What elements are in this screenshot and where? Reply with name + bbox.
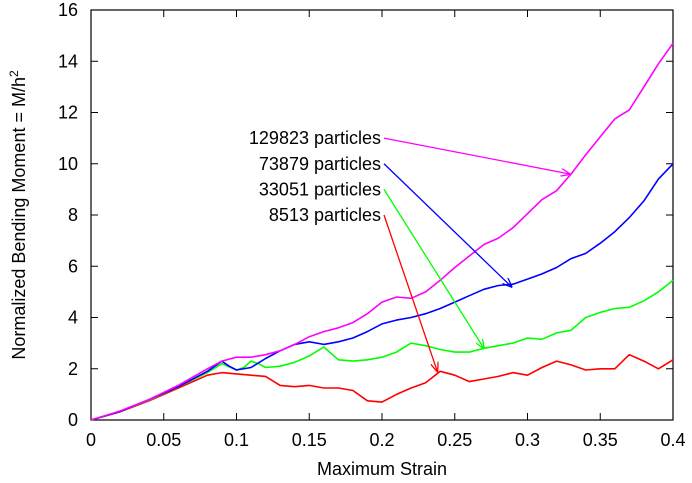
annotation-arrow — [383, 163, 511, 287]
x-tick-label: 0.25 — [437, 430, 472, 450]
y-tick-label: 4 — [68, 308, 78, 328]
x-tick-label: 0.3 — [515, 430, 540, 450]
x-tick-label: 0.35 — [583, 430, 618, 450]
y-tick-label: 14 — [58, 51, 78, 71]
y-tick-label: 2 — [68, 359, 78, 379]
annotation-arrow — [383, 214, 437, 371]
series-annotation-label: 8513 particles — [269, 205, 381, 225]
y-tick-label: 12 — [58, 103, 78, 123]
series-line-73879-particles — [90, 163, 674, 421]
x-tick-label: 0.1 — [224, 430, 249, 450]
y-tick-label: 8 — [68, 205, 78, 225]
x-tick-label: 0.15 — [292, 430, 327, 450]
x-tick-label: 0.4 — [660, 430, 685, 450]
series-annotation-label: 129823 particles — [249, 128, 381, 148]
y-axis-title: Normalized Bending Moment = M/h2 — [7, 70, 29, 360]
annotation-arrow — [383, 137, 570, 174]
plot-frame — [90, 9, 674, 421]
x-axis-title: Maximum Strain — [317, 459, 447, 479]
data-series — [90, 42, 674, 421]
y-axis-title-superscript: 2 — [7, 70, 21, 77]
axis-ticks: 0 0.05 0.1 0.15 0.2 0.25 0.3 0.35 0.4 0 2 4 6 8 10 12 14… — [58, 0, 686, 450]
series-annotation-label: 33051 particles — [259, 179, 381, 199]
x-tick-label: 0 — [86, 430, 96, 450]
y-tick-label: 6 — [68, 256, 78, 276]
series-line-129823-particles — [90, 42, 674, 421]
y-tick-label: 16 — [58, 0, 78, 20]
series-annotation-label: 73879 particles — [259, 154, 381, 174]
x-tick-label: 0.05 — [146, 430, 181, 450]
y-tick-label: 10 — [58, 154, 78, 174]
annotation-arrow — [383, 189, 484, 348]
series-line-8513-particles — [90, 353, 674, 421]
series-annotations: 129823 particles 73879 particles 33051 par… — [249, 128, 570, 371]
x-tick-label: 0.2 — [369, 430, 394, 450]
y-tick-label: 0 — [68, 410, 78, 430]
y-axis-title-main: Normalized Bending Moment = M/h — [9, 77, 29, 360]
